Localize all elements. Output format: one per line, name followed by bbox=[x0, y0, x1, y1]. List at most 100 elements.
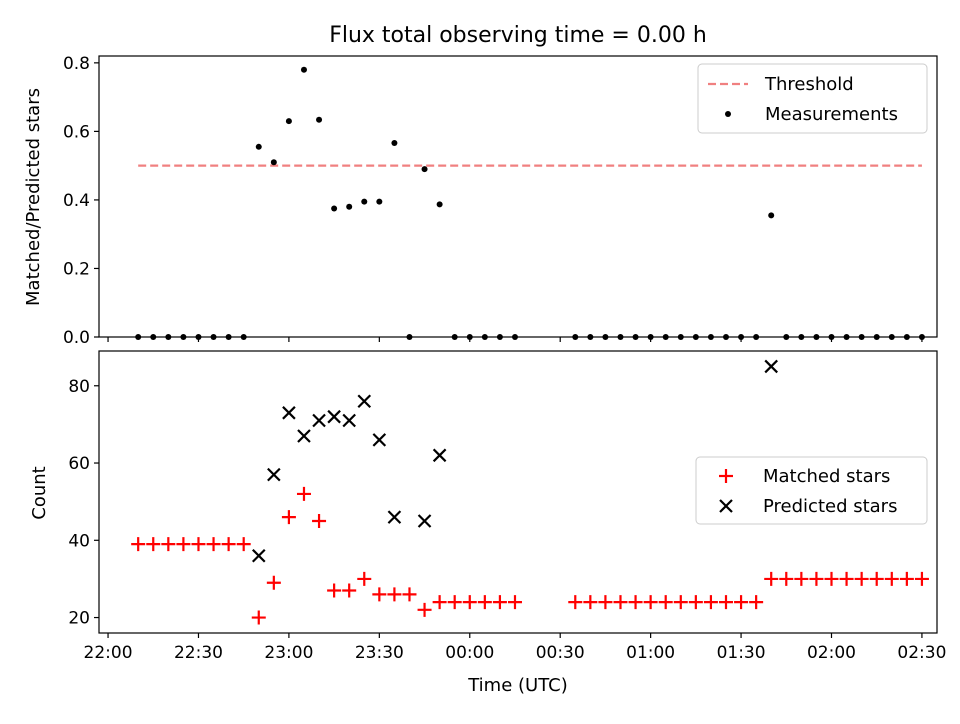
predicted-stars-point bbox=[282, 406, 296, 420]
legend-matched-swatch bbox=[719, 469, 733, 483]
matched-stars-point bbox=[131, 537, 146, 552]
xtick-label: 22:00 bbox=[84, 643, 133, 663]
chart-title: Flux total observing time = 0.00 h bbox=[329, 23, 707, 48]
top-ytick-label: 0.2 bbox=[63, 259, 90, 279]
matched-stars-point bbox=[854, 571, 869, 586]
measurement-point bbox=[361, 198, 368, 205]
matched-stars-point bbox=[628, 595, 643, 610]
matched-stars-point bbox=[703, 595, 718, 610]
top-ytick-label: 0.4 bbox=[63, 191, 90, 211]
matched-stars-point bbox=[312, 513, 327, 528]
matched-stars-point bbox=[568, 595, 583, 610]
bottom-legend: Matched stars Predicted stars bbox=[695, 456, 928, 525]
bottom-ylabel: Count bbox=[29, 466, 50, 519]
matched-stars-point bbox=[372, 587, 387, 602]
top-ytick-label: 0.6 bbox=[63, 122, 90, 142]
measurement-point bbox=[255, 143, 262, 150]
matched-stars-point bbox=[266, 575, 281, 590]
predicted-stars-point bbox=[297, 429, 311, 443]
matched-stars-point bbox=[327, 583, 342, 598]
matched-stars-point bbox=[477, 595, 492, 610]
matched-stars-point bbox=[206, 537, 221, 552]
top-ytick-label: 0.8 bbox=[63, 54, 90, 74]
xtick-label: 02:30 bbox=[897, 643, 946, 663]
matched-stars-point bbox=[342, 583, 357, 598]
predicted-stars-point bbox=[312, 413, 326, 428]
top-ylabel: Matched/Predicted stars bbox=[23, 88, 44, 306]
top-ytick-label: 0.0 bbox=[63, 328, 90, 348]
predicted-stars-point bbox=[764, 359, 778, 374]
predicted-stars-point bbox=[387, 510, 402, 524]
matched-stars-point bbox=[764, 571, 779, 586]
matched-stars-point bbox=[507, 595, 522, 610]
matched-stars-point bbox=[221, 537, 236, 552]
matched-stars-point bbox=[914, 571, 929, 586]
measurement-point bbox=[331, 205, 338, 212]
legend-matched-label: Matched stars bbox=[763, 466, 890, 487]
measurement-point bbox=[376, 198, 383, 205]
bottom-series-0 bbox=[131, 486, 929, 625]
predicted-stars-point bbox=[342, 413, 356, 428]
top-axes-frame bbox=[98, 55, 938, 338]
bottom-axes-frame bbox=[98, 350, 938, 634]
bottom-ytick-label: 60 bbox=[68, 454, 90, 474]
matched-stars-point bbox=[869, 571, 884, 586]
bottom-legend-frame bbox=[695, 456, 928, 525]
predicted-stars-point bbox=[251, 548, 266, 563]
matched-stars-point bbox=[357, 571, 372, 586]
matched-stars-point bbox=[613, 595, 628, 610]
predicted-stars-point bbox=[372, 433, 387, 447]
matched-stars-point bbox=[161, 537, 176, 552]
predicted-stars-point bbox=[327, 409, 341, 424]
bottom-ytick-label: 80 bbox=[68, 377, 90, 397]
matched-stars-point bbox=[779, 571, 794, 586]
matched-stars-point bbox=[447, 595, 462, 610]
matched-stars-point bbox=[146, 537, 161, 552]
measurement-point bbox=[285, 118, 292, 125]
matched-stars-point bbox=[387, 587, 402, 602]
matched-stars-point bbox=[462, 595, 477, 610]
matched-stars-point bbox=[643, 595, 658, 610]
top-plot-area: 0.0 0.2 0.4 0.6 0.8 bbox=[63, 54, 938, 348]
matched-stars-point bbox=[492, 595, 507, 610]
matched-stars-point bbox=[281, 510, 296, 525]
matched-stars-point bbox=[251, 610, 266, 625]
legend-threshold-label: Threshold bbox=[764, 74, 854, 95]
predicted-stars-point bbox=[417, 514, 432, 528]
measurement-point bbox=[346, 203, 353, 210]
xtick-label: 02:00 bbox=[807, 643, 856, 663]
matched-stars-point bbox=[432, 595, 447, 610]
legend-measurements-label: Measurements bbox=[765, 104, 898, 125]
xtick-label: 00:30 bbox=[536, 643, 585, 663]
matched-stars-point bbox=[824, 571, 839, 586]
bottom-xlabel: Time (UTC) bbox=[467, 675, 568, 696]
measurement-point bbox=[316, 116, 323, 123]
matched-stars-point bbox=[884, 571, 899, 586]
matched-stars-point bbox=[191, 537, 206, 552]
top-legend: Threshold Measurements bbox=[697, 63, 928, 134]
matched-stars-point bbox=[417, 602, 432, 617]
matched-stars-point bbox=[688, 595, 703, 610]
predicted-stars-point bbox=[357, 394, 372, 408]
matched-stars-point bbox=[899, 571, 914, 586]
matched-stars-point bbox=[658, 595, 673, 610]
measurement-point bbox=[391, 140, 398, 147]
matched-stars-point bbox=[236, 537, 251, 552]
bottom-plot-area: 20 40 60 80 22:00 22:30 23:00 23:30 00:00 00:30 01… bbox=[68, 350, 946, 663]
matched-stars-point bbox=[718, 595, 733, 610]
matched-stars-point bbox=[598, 595, 613, 610]
bottom-ytick-label: 20 bbox=[68, 609, 90, 629]
legend-predicted-label: Predicted stars bbox=[763, 496, 897, 517]
predicted-stars-point bbox=[432, 448, 447, 463]
measurement-point bbox=[270, 159, 277, 166]
matched-stars-point bbox=[839, 571, 854, 586]
measurement-point bbox=[421, 166, 428, 173]
bottom-series-1 bbox=[251, 359, 778, 563]
matched-stars-point bbox=[794, 571, 809, 586]
matched-stars-point bbox=[734, 595, 749, 610]
xtick-label: 23:30 bbox=[355, 643, 404, 663]
predicted-stars-point bbox=[267, 467, 281, 482]
matched-stars-point bbox=[749, 595, 764, 610]
xtick-label: 01:30 bbox=[717, 643, 766, 663]
